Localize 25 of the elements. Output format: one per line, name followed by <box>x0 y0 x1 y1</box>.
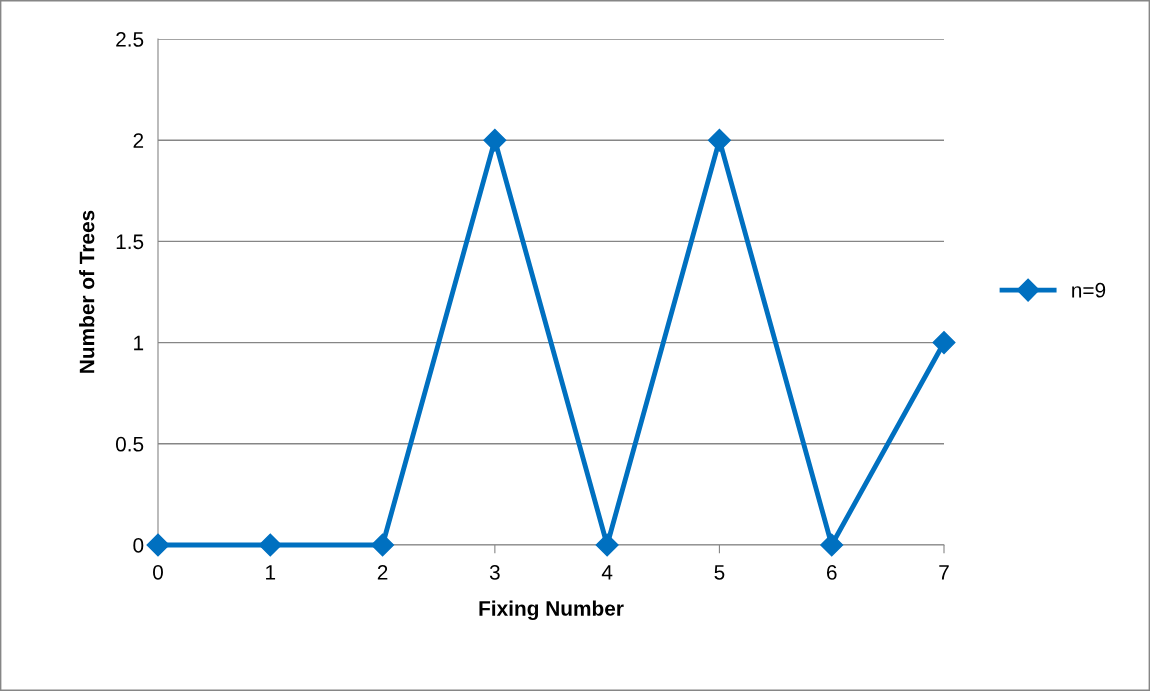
point <box>707 128 731 152</box>
x-tick-label: 6 <box>826 564 837 580</box>
point <box>932 331 956 355</box>
point <box>371 533 395 557</box>
legend-label: n=9 <box>1072 282 1106 298</box>
x-tick-label: 3 <box>489 564 500 580</box>
x-tick-label: 1 <box>266 565 276 580</box>
point <box>146 533 170 557</box>
x-tick-label: 0 <box>153 564 163 580</box>
x-tick-label: 2 <box>377 564 388 580</box>
y-tick-label: 2 <box>133 133 144 148</box>
point <box>820 533 844 557</box>
y-axis-title: Number of Trees <box>79 210 95 373</box>
point <box>483 128 507 152</box>
y-tick-label: 1 <box>134 335 144 351</box>
y-tick-label: 0 <box>133 538 144 553</box>
point <box>595 533 619 557</box>
point <box>258 533 282 557</box>
y-tick-label: 0.5 <box>115 436 144 452</box>
x-axis-title: Fixing Number <box>479 600 624 621</box>
x-tick-label: 5 <box>714 565 725 580</box>
x-tick-label: 4 <box>601 565 613 580</box>
y-tick-label: 2.5 <box>116 32 144 47</box>
y-tick-label: 1.5 <box>116 234 144 250</box>
x-tick-label: 7 <box>939 565 949 580</box>
